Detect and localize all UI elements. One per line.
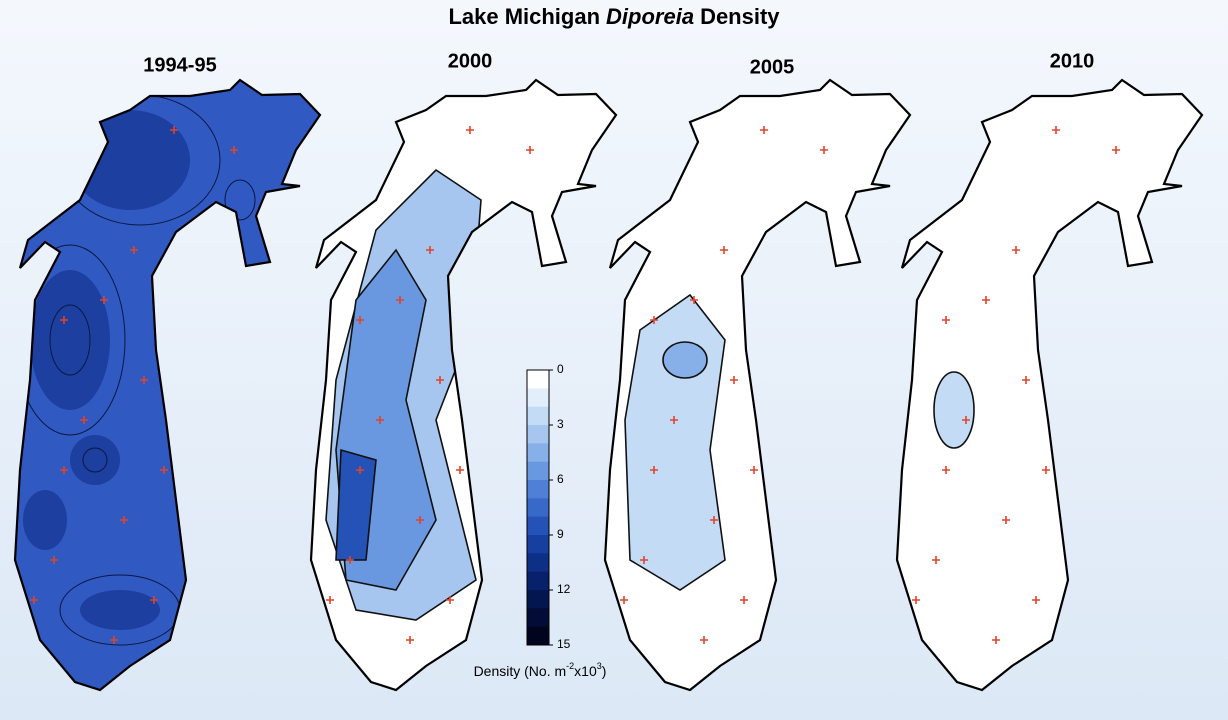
colorbar-band [527, 498, 549, 518]
colorbar-frame [526, 369, 550, 646]
colorbar-band [527, 443, 549, 463]
colorbar-band [527, 553, 549, 573]
colorbar-tick-label: 15 [557, 637, 571, 651]
colorbar-band [527, 571, 549, 591]
map-2005 [603, 78, 912, 692]
colorbar-band [527, 480, 549, 499]
panel-label: 2005 [750, 56, 795, 78]
colorbar-band [527, 370, 549, 389]
colorbar-band [527, 626, 549, 646]
map-2010 [895, 78, 1204, 692]
colorbar-band [527, 388, 549, 408]
colorbar-tick-label: 3 [557, 417, 564, 431]
colorbar-tick-label: 6 [557, 472, 564, 486]
colorbar-band [527, 608, 549, 628]
colorbar-band [527, 590, 549, 609]
colorbar-band [527, 535, 549, 554]
panel-label: 2010 [1050, 50, 1095, 72]
colorbar-tick-label: 0 [557, 362, 564, 376]
colorbar-band [527, 406, 549, 426]
colorbar: 0 3 6 9 12 15 [526, 362, 571, 651]
panel-label: 1994-95 [143, 54, 216, 76]
panel-label: 2000 [448, 50, 493, 72]
title: Lake Michigan Diporeia Density [448, 4, 780, 29]
colorbar-tick-label: 12 [557, 582, 571, 596]
colorbar-band [527, 516, 549, 536]
map-2000 [309, 78, 618, 692]
colorbar-tick-label: 9 [557, 527, 564, 541]
colorbar-band [527, 425, 549, 444]
colorbar-label: Density (No. m-2x103) [474, 661, 607, 678]
colorbar-band [527, 461, 549, 481]
